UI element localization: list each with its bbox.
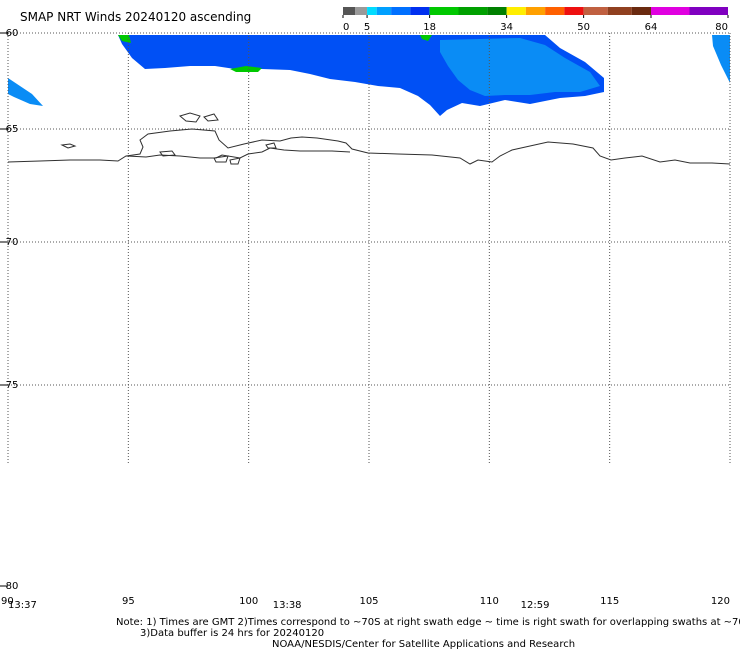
colorbar-bin bbox=[458, 7, 488, 15]
colorbar-tick-label: 0 bbox=[343, 22, 349, 33]
coastline bbox=[7, 112, 731, 165]
swath-left-edge bbox=[8, 78, 43, 106]
longitude-labels: 90 95 100 105 110 115 120 bbox=[1, 596, 730, 607]
swath-green-top bbox=[420, 35, 432, 41]
note-line-1: Note: 1) Times are GMT 2)Times correspon… bbox=[116, 617, 740, 628]
swath-green-mid bbox=[230, 66, 262, 72]
colorbar-bin bbox=[506, 7, 526, 15]
latitude-labels: -60 -65 -70 -75 -80 bbox=[0, 28, 18, 592]
lat-label: -70 bbox=[2, 237, 18, 248]
colorbar-bin bbox=[367, 7, 377, 15]
coastline-ice-edge bbox=[125, 147, 351, 159]
colorbar-tick-label: 5 bbox=[364, 22, 370, 33]
lon-label: 95 bbox=[122, 596, 135, 607]
colorbar-tick-label: 80 bbox=[715, 22, 728, 33]
lat-label: -65 bbox=[2, 124, 18, 135]
colorbar-bin bbox=[545, 7, 565, 15]
colorbar-bin bbox=[525, 7, 546, 15]
swath-time-label: 13:37 bbox=[8, 600, 37, 611]
colorbar-bin bbox=[410, 7, 430, 15]
lon-label: 100 bbox=[239, 596, 258, 607]
map-title: SMAP NRT Winds 20240120 ascending bbox=[20, 10, 252, 24]
lon-label: 120 bbox=[711, 596, 730, 607]
colorbar-bin bbox=[583, 7, 608, 15]
island-3 bbox=[203, 113, 219, 122]
colorbar-bin bbox=[429, 7, 459, 15]
colorbar-bin bbox=[391, 7, 411, 15]
colorbar-tick-label: 18 bbox=[423, 22, 436, 33]
wind-swaths bbox=[8, 35, 730, 116]
swath-green-left bbox=[118, 35, 131, 43]
colorbar-bin bbox=[689, 7, 728, 15]
island-5 bbox=[213, 155, 229, 163]
colorbar-bin bbox=[631, 7, 651, 15]
colorbar: 0 5 18 34 50 64 80 bbox=[342, 7, 729, 33]
colorbar-bin bbox=[343, 7, 356, 15]
colorbar-tick-label: 34 bbox=[500, 22, 513, 33]
colorbar-tick-label: 50 bbox=[577, 22, 590, 33]
colorbar-bin bbox=[564, 7, 584, 15]
lat-label: -75 bbox=[2, 380, 18, 391]
swath-time-labels: 13:37 13:38 12:59 bbox=[8, 600, 549, 611]
island-1 bbox=[60, 143, 77, 149]
colorbar-bin bbox=[355, 7, 368, 15]
lon-label: 90 bbox=[1, 596, 14, 607]
note-line-2: 3)Data buffer is 24 hrs for 20240120 bbox=[140, 628, 325, 639]
colorbar-bin bbox=[607, 7, 632, 15]
lon-label: 105 bbox=[359, 596, 378, 607]
graticule bbox=[7, 32, 731, 465]
island-7 bbox=[265, 142, 277, 149]
island-4 bbox=[159, 150, 176, 157]
lat-label: -60 bbox=[2, 28, 18, 39]
lon-label: 115 bbox=[600, 596, 619, 607]
colorbar-bin bbox=[651, 7, 690, 15]
island-6 bbox=[229, 157, 241, 165]
swath-time-label: 13:38 bbox=[273, 600, 302, 611]
colorbar-tick-label: 64 bbox=[645, 22, 658, 33]
note-line-3: NOAA/NESDIS/Center for Satellite Applica… bbox=[272, 639, 576, 650]
swath-light-blue bbox=[440, 38, 600, 96]
swath-right-edge bbox=[712, 35, 730, 83]
lat-label: -80 bbox=[2, 581, 18, 592]
island-2 bbox=[178, 112, 201, 123]
colorbar-bin bbox=[376, 7, 392, 15]
swath-time-label: 12:59 bbox=[521, 600, 550, 611]
coastline-main bbox=[7, 128, 731, 165]
lon-label: 110 bbox=[480, 596, 499, 607]
colorbar-bin bbox=[487, 7, 507, 15]
